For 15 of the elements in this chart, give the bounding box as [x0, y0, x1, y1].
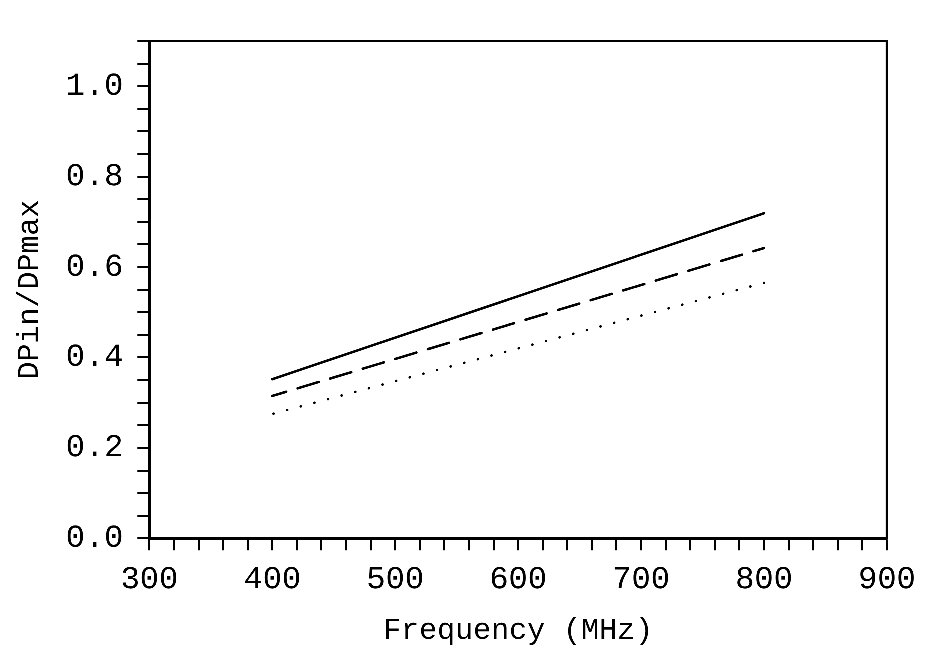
x-tick-label: 800 [735, 561, 794, 598]
x-tick-label: 400 [244, 561, 302, 598]
y-tick-label: 0.8 [66, 158, 124, 196]
y-axis-title: DPin/DPmax [14, 200, 48, 380]
x-tick-label: 700 [612, 561, 670, 598]
y-tick-label: 0.2 [66, 430, 124, 467]
y-tick-label: 0.6 [66, 248, 124, 286]
x-tick-label: 900 [858, 561, 916, 598]
x-tick-label: 300 [120, 561, 178, 598]
x-tick-label: 500 [366, 561, 424, 598]
y-tick-label: 1.0 [66, 68, 124, 105]
y-tick-label: 0.4 [66, 339, 124, 376]
x-tick-label: 600 [490, 561, 548, 598]
y-tick-label: 0.0 [66, 520, 124, 558]
x-axis-title: Frequency (MHz) [383, 614, 654, 649]
